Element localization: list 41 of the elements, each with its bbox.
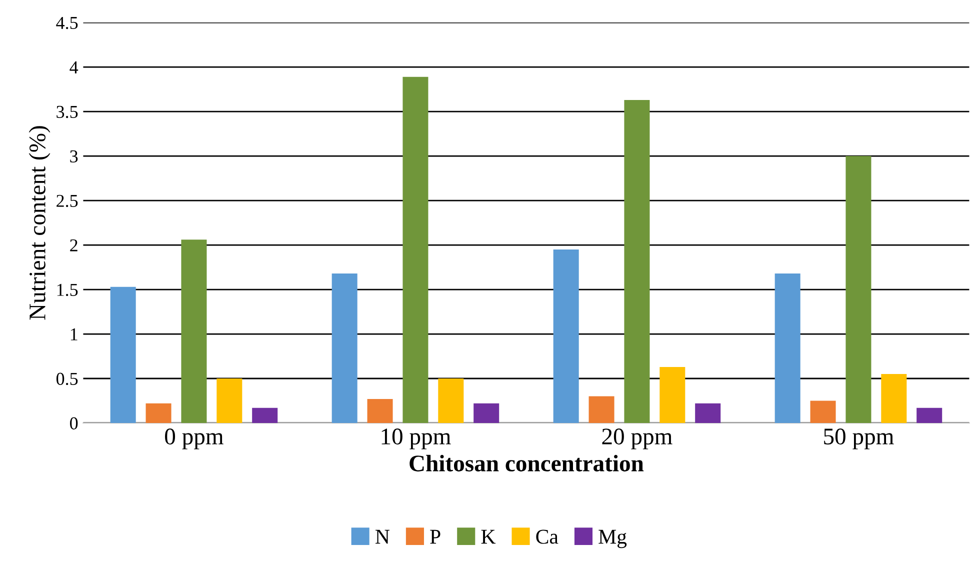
y-tick-label: 0 [70,417,78,430]
bar [110,286,136,423]
y-tick-label: 4.5 [56,16,78,30]
bar [146,403,172,423]
bar [367,398,393,423]
legend-label: N [376,530,390,544]
y-tick-label: 1.5 [57,284,78,296]
bar [332,274,358,423]
bar [438,378,464,423]
bar [402,76,428,423]
bar [216,378,242,423]
legend-label: Mg [598,530,627,548]
y-tick-label: 2.5 [56,194,78,208]
bar [624,100,650,423]
y-axis-title: Nutrient content (%) [28,126,50,320]
bar [846,156,872,423]
y-tick-label: 1 [70,328,78,340]
bar [774,274,800,423]
legend-label: Ca [536,530,558,544]
bar [660,366,686,423]
bar [588,396,614,423]
bar [181,240,207,423]
bar [252,408,278,423]
y-tick-label: 0.5 [56,372,78,386]
x-tick-label: 20 ppm [602,428,672,450]
y-tick-label: 3 [70,150,78,162]
legend-label: K [481,530,496,544]
y-tick-label: 3.5 [56,106,78,118]
bar [810,400,836,423]
y-tick-label: 2 [70,239,78,252]
bar [695,403,721,423]
legend-label: P [430,530,440,544]
x-tick-label: 50 ppm [824,428,894,450]
bar [553,249,579,423]
bar [474,403,500,423]
bar [916,408,942,423]
bar [881,374,907,423]
y-tick-label: 4 [70,61,78,74]
x-axis-title: Chitosan concentration [410,454,644,472]
x-tick-label: 0 ppm [165,428,224,450]
x-tick-label: 10 ppm [382,428,451,450]
